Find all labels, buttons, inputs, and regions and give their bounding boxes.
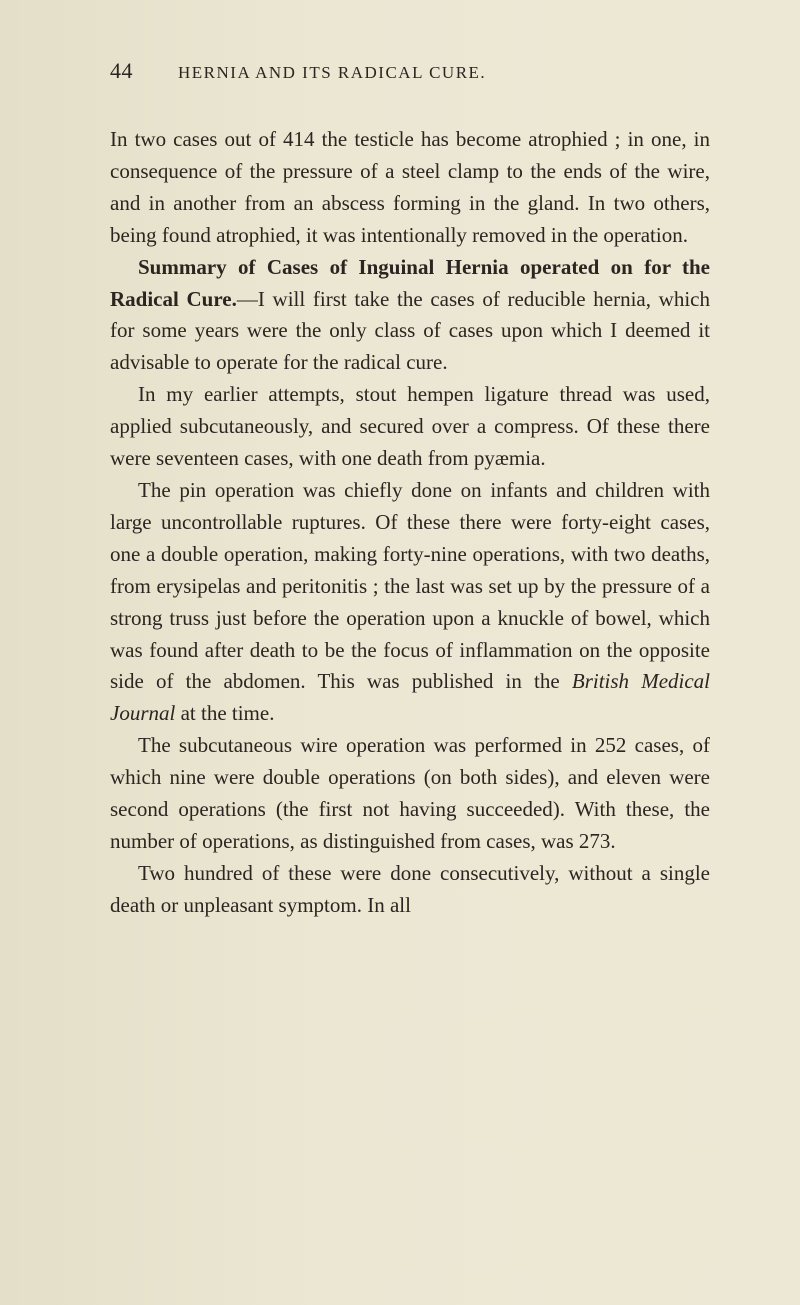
paragraph-1: In two cases out of 414 the testicle has… [110, 124, 710, 252]
page-header: 44 HERNIA AND ITS RADICAL CURE. [110, 58, 710, 84]
paragraph-6: Two hundred of these were done consecuti… [110, 858, 710, 922]
paragraph-2: Summary of Cases of Inguinal Hernia oper… [110, 252, 710, 380]
paragraph-4: The pin operation was chiefly done on in… [110, 475, 710, 730]
paragraph-5: The subcutaneous wire operation was perf… [110, 730, 710, 858]
paragraph-3: In my earlier attempts, stout hempen lig… [110, 379, 710, 475]
page: 44 HERNIA AND ITS RADICAL CURE. In two c… [0, 0, 800, 1305]
page-number: 44 [110, 58, 133, 84]
body-text: In two cases out of 414 the testicle has… [110, 124, 710, 922]
running-title: HERNIA AND ITS RADICAL CURE. [178, 63, 486, 83]
paragraph-4-start: The pin operation was chiefly done on in… [110, 478, 710, 693]
paragraph-4-end: at the time. [175, 701, 274, 725]
